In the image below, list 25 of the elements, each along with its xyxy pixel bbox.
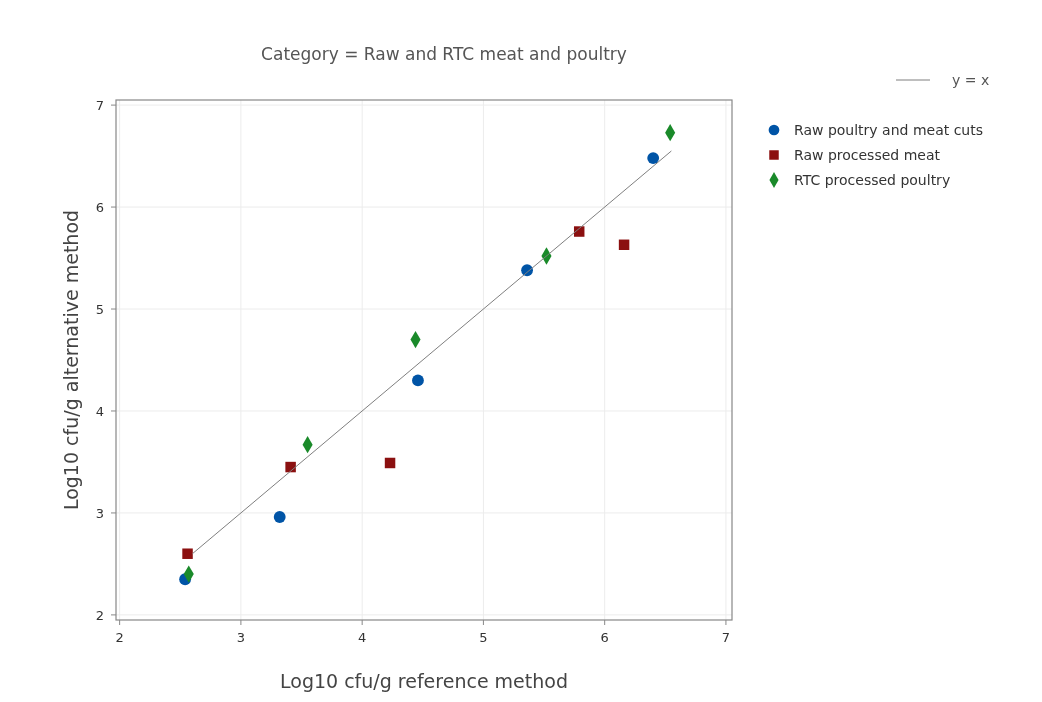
point	[412, 374, 424, 387]
x-axis-title: Log10 cfu/g reference method	[280, 670, 568, 692]
x-tick-label: 7	[721, 630, 731, 645]
y-axis-title: Log10 cfu/g alternative method	[60, 209, 82, 511]
legend-label: RTC processed poultry	[794, 172, 951, 188]
point	[182, 548, 193, 559]
y-tick-label: 6	[95, 200, 104, 216]
point	[273, 511, 286, 523]
x-tick-label: 3	[236, 630, 246, 645]
point	[618, 239, 630, 251]
legend-label: y = x	[952, 72, 990, 88]
x-tick-label: 6	[600, 630, 609, 645]
y-tick-label: 2	[95, 607, 104, 623]
y-tick-label: 7	[95, 98, 104, 114]
legend-label: Raw processed meat	[794, 147, 941, 163]
point	[647, 152, 660, 165]
y-tick-label: 4	[95, 403, 104, 419]
x-tick-label: 4	[358, 630, 367, 645]
chart-title: Category = Raw and RTC meat and poultry	[261, 44, 627, 64]
y-tick-label: 5	[95, 302, 104, 318]
x-tick-label: 2	[115, 630, 124, 645]
x-tick-label: 5	[479, 630, 488, 645]
legend-label: Raw poultry and meat cuts	[794, 122, 984, 138]
point	[384, 457, 396, 469]
y-tick-label: 3	[95, 505, 104, 521]
